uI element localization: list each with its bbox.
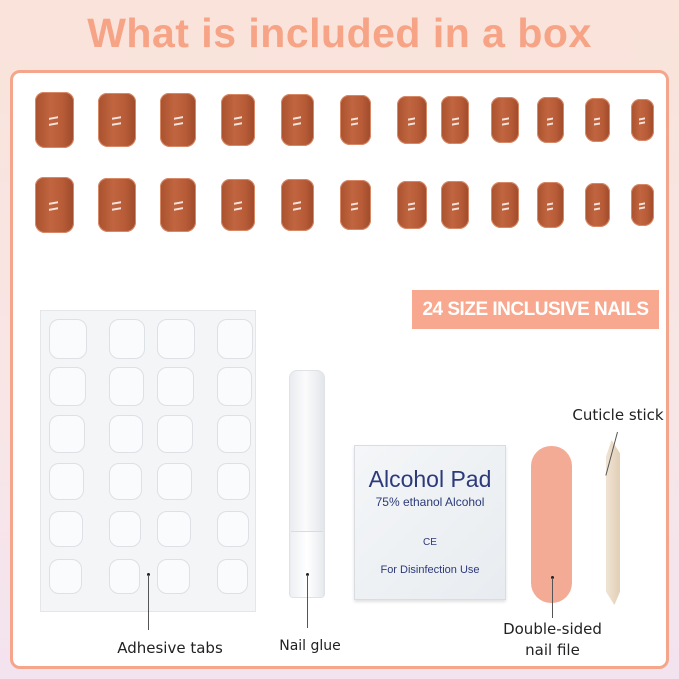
adhesive-tab [157, 415, 193, 453]
adhesive-tab [157, 463, 192, 500]
press-on-nail [584, 183, 610, 227]
adhesive-tab [49, 367, 86, 406]
cuticle-stick [606, 440, 620, 605]
press-on-nail [160, 178, 196, 232]
nail-file-label-line1: Double-sided [503, 620, 602, 638]
adhesive-tab [49, 463, 84, 500]
adhesive-tab [217, 463, 250, 500]
ce-mark: CE [423, 537, 437, 548]
press-on-nail [34, 177, 74, 233]
pointer-line [148, 575, 149, 630]
adhesive-tab [109, 415, 143, 453]
press-on-nail [441, 181, 469, 229]
nail-file-label: Double-sided nail file [490, 619, 615, 661]
cuticle-stick-label: Cuticle stick [572, 406, 664, 424]
press-on-nail [630, 99, 654, 141]
size-badge: 24 SIZE INCLUSIVE NAILS [412, 290, 659, 329]
press-on-nail [630, 184, 654, 226]
press-on-nail [34, 92, 74, 148]
adhesive-tab [109, 511, 141, 547]
adhesive-tab [49, 511, 83, 547]
press-on-nail [221, 93, 255, 147]
alcohol-pad-title: Alcohol Pad [368, 466, 492, 492]
press-on-nail [536, 97, 564, 143]
adhesive-tab [157, 367, 194, 406]
adhesive-tabs-sheet [40, 310, 256, 612]
press-on-nail [441, 96, 469, 144]
press-on-nail [98, 92, 136, 148]
press-on-nail [221, 178, 255, 232]
pointer-dot [147, 573, 150, 576]
adhesive-tab [109, 463, 142, 500]
nail-file-label-line2: nail file [525, 641, 580, 659]
adhesive-tab [49, 415, 85, 453]
press-on-nail [491, 181, 519, 229]
press-on-nail [160, 93, 196, 147]
adhesive-tab [109, 559, 140, 594]
press-on-nail [584, 98, 610, 142]
page-title: What is included in a box [87, 10, 592, 56]
pointer-dot [551, 576, 554, 579]
adhesive-tab [49, 559, 82, 594]
pointer-line [552, 578, 553, 618]
alcohol-pad-subtitle: 75% ethanol Alcohol [375, 495, 485, 509]
alcohol-pad: Alcohol Pad 75% ethanol Alcohol CE For D… [354, 445, 506, 600]
adhesive-tab [217, 511, 249, 547]
adhesive-tab [217, 367, 252, 406]
press-on-nail [339, 180, 371, 230]
adhesive-tab [217, 559, 248, 594]
press-on-nail [339, 95, 371, 145]
press-on-nail [98, 177, 136, 233]
adhesive-tab [109, 319, 145, 359]
press-on-nail [280, 179, 314, 231]
adhesive-tab [157, 319, 195, 359]
nail-glue-tube [289, 370, 325, 598]
alcohol-pad-note: For Disinfection Use [380, 564, 480, 576]
pointer-dot [306, 573, 309, 576]
adhesive-tab [49, 319, 87, 359]
press-on-nail [397, 180, 427, 230]
adhesive-tab [217, 415, 251, 453]
adhesive-tab [157, 559, 190, 594]
pointer-line [307, 575, 308, 628]
press-on-nail [536, 182, 564, 228]
nail-glue-label: Nail glue [279, 638, 341, 654]
press-on-nail [491, 96, 519, 144]
adhesive-tab [157, 511, 191, 547]
press-on-nail [397, 95, 427, 145]
adhesive-tabs-label: Adhesive tabs [117, 639, 223, 657]
press-on-nail [280, 94, 314, 146]
adhesive-tab [109, 367, 144, 406]
adhesive-tab [217, 319, 253, 359]
